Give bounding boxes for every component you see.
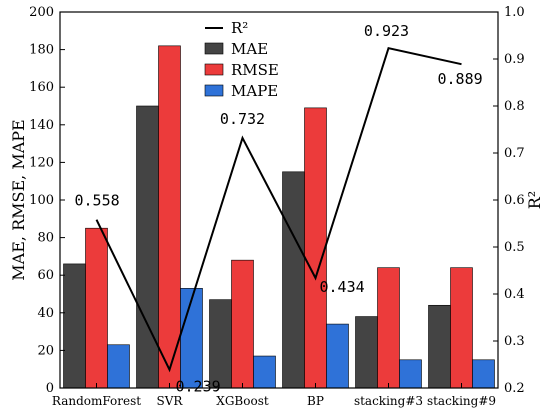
bar-mape-0	[107, 344, 130, 389]
y-tick-label: 0	[46, 381, 54, 396]
bar-rmse-4	[377, 267, 400, 389]
r2-line	[95, 47, 462, 373]
y2-tick-label: 0.7	[504, 146, 525, 161]
y-tick-label: 120	[29, 155, 54, 170]
x-tick-label: RandomForest	[52, 394, 141, 408]
x-tick-label: BP	[307, 394, 324, 408]
bar-mape-3	[326, 323, 349, 389]
bar-mape-4	[399, 359, 422, 389]
y-tick-label: 100	[29, 193, 54, 208]
r2-data-label: 0.434	[320, 278, 365, 296]
x-tick-label: SVR	[157, 394, 184, 408]
legend-mape-label: MAPE	[231, 82, 278, 100]
bar-rmse-3	[304, 107, 327, 389]
r2-data-label: 0.732	[220, 110, 265, 128]
y-tick-label: 60	[37, 268, 54, 283]
y2-tick-label: 0.2	[504, 381, 525, 396]
x-tick-label: XGBoost	[216, 394, 269, 408]
bar-mae-0	[63, 263, 86, 389]
y-tick-label: 40	[37, 306, 54, 321]
left-axis: 0 20 40 60 80 100 120 140 160 180 200	[29, 5, 65, 396]
y-tick-label: 20	[37, 343, 54, 358]
y-axis-title: MAE, RMSE, MAPE	[9, 119, 28, 280]
y-tick-label: 80	[37, 231, 54, 246]
r2-data-label: 0.239	[176, 378, 221, 396]
y2-tick-label: 0.3	[504, 334, 525, 349]
bar-rmse-0	[85, 227, 108, 389]
bar-rmse-2	[231, 259, 254, 389]
y2-tick-label: 1.0	[504, 5, 525, 20]
bar-rmse-5	[450, 267, 473, 389]
bar-mae-5	[428, 304, 451, 389]
x-tick-label: stacking#9	[427, 394, 496, 408]
legend: R² MAE RMSE MAPE	[204, 19, 279, 100]
legend-rmse-label: RMSE	[231, 61, 279, 79]
y2-axis-title: R²	[525, 191, 544, 209]
bar-rmse-1	[158, 45, 181, 389]
legend-mae-label: MAE	[231, 40, 268, 58]
y-tick-label: 180	[29, 43, 54, 58]
right-axis: 0.2 0.3 0.4 0.5 0.6 0.7 0.8 0.9 1.0	[493, 5, 525, 396]
bar-mae-3	[282, 171, 305, 389]
bar-mape-5	[472, 359, 495, 389]
y-tick-label: 140	[29, 118, 54, 133]
r2-line-layer	[95, 47, 462, 373]
bar-mae-4	[355, 316, 378, 389]
legend-mape-swatch	[204, 84, 224, 97]
bar-mape-1	[180, 288, 203, 389]
bar-mae-2	[209, 299, 232, 389]
r2-data-label: 0.889	[438, 70, 483, 88]
y2-tick-label: 0.4	[504, 287, 525, 302]
y-tick-label: 160	[29, 80, 54, 95]
bar-mape-2	[253, 355, 276, 389]
bar-mae-1	[136, 105, 159, 389]
x-axis: RandomForest SVR XGBoost BP stacking#3 stacki…	[52, 383, 496, 408]
r2-data-label: 0.558	[75, 192, 120, 210]
r2-data-labels: 0.558 0.239 0.732 0.434 0.923 0.889	[75, 22, 483, 395]
legend-mae-swatch	[204, 42, 224, 55]
y2-tick-label: 0.5	[504, 240, 525, 255]
r2-data-label: 0.923	[364, 22, 409, 40]
legend-r2-label: R²	[231, 19, 248, 37]
x-tick-label: stacking#3	[354, 394, 423, 408]
y2-tick-label: 0.8	[504, 99, 525, 114]
y2-tick-label: 0.9	[504, 52, 525, 67]
y-tick-label: 200	[29, 5, 54, 20]
legend-rmse-swatch	[204, 63, 224, 76]
y2-tick-label: 0.6	[504, 193, 525, 208]
